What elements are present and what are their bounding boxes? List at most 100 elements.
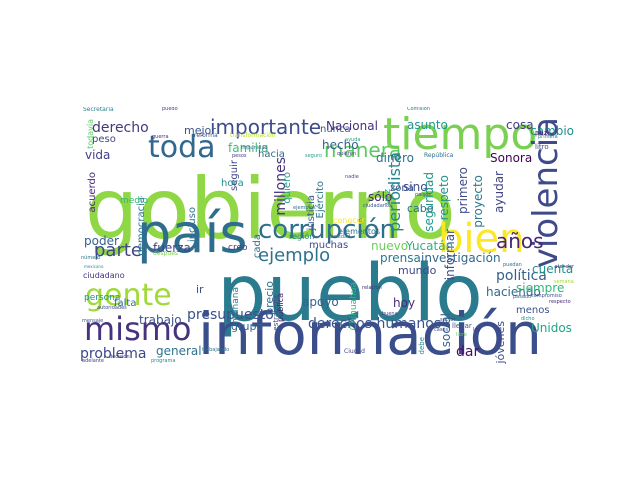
word-107: ley — [473, 327, 481, 333]
word-96: Comisión — [407, 107, 431, 112]
word-12: manera — [324, 138, 402, 162]
word-75: peso — [92, 134, 116, 145]
word-76: todavía — [86, 119, 95, 149]
word-128: primera — [538, 134, 558, 140]
word-46: informar — [443, 229, 457, 281]
word-109: respecto — [549, 299, 571, 305]
word-70: nunca — [320, 124, 351, 135]
word-131: dicho — [521, 316, 535, 322]
word-23: investigación — [421, 251, 501, 265]
word-118: mexicano — [84, 264, 104, 269]
word-15: años — [496, 229, 544, 253]
word-119: mensaje — [82, 318, 104, 324]
word-133: seguro — [305, 153, 323, 159]
word-82: mañana — [231, 287, 241, 324]
word-103: ayuda — [345, 137, 361, 143]
word-56: Yucatán — [406, 239, 454, 253]
word-74: acuerdo — [87, 172, 98, 213]
word-92: debe — [418, 337, 426, 355]
word-110: Ciudad — [344, 348, 365, 355]
word-84: grupo — [231, 320, 264, 333]
word-28: general — [156, 344, 202, 358]
word-101: litro — [535, 143, 549, 151]
word-54: mundo — [398, 264, 437, 277]
word-59: zona — [390, 183, 414, 194]
word-123: trabajando — [202, 347, 230, 353]
word-112: sociedad — [328, 234, 351, 240]
word-41: cosa — [506, 118, 534, 132]
word-9: gente — [85, 278, 172, 313]
word-97: reforma — [194, 132, 218, 139]
word-49: siempre — [516, 281, 565, 295]
word-14: parte — [94, 240, 142, 261]
word-17: problema — [80, 346, 147, 362]
word-42: cambio — [530, 124, 574, 138]
word-125: buena — [382, 311, 398, 317]
word-31: fuerza — [153, 241, 191, 255]
word-32: apoyo — [302, 295, 339, 309]
word-52: hoy — [393, 296, 416, 310]
word-16: derechos humanos — [308, 316, 442, 332]
word-5: bien — [438, 216, 525, 262]
word-136: ejemplos — [293, 205, 316, 211]
word-29: vida — [85, 148, 111, 162]
word-67: seguir — [229, 160, 240, 191]
word-68: creo — [228, 243, 248, 253]
word-77: incluso — [187, 207, 198, 243]
word-91: llegar — [452, 322, 472, 330]
word-63: justicia — [306, 195, 317, 231]
word-95: puedo — [162, 107, 178, 112]
word-44: proyecto — [471, 175, 485, 228]
word-102: paz — [535, 129, 548, 137]
word-7: corrupción — [258, 215, 397, 245]
word-117: número — [81, 255, 101, 261]
word-27: primero — [456, 167, 470, 214]
word-105: puedan — [503, 262, 522, 268]
word-79: ciudadano — [83, 271, 125, 280]
word-71: mejor — [184, 124, 216, 137]
word-37: dinero — [376, 151, 414, 165]
word-36: trabajo — [139, 313, 182, 327]
word-108: libre — [456, 332, 467, 338]
word-129: semana — [554, 279, 574, 285]
word-115: pesos — [232, 153, 247, 159]
word-33: dar — [456, 344, 480, 360]
word-80: persona — [84, 293, 121, 303]
word-99: guerra — [152, 134, 169, 140]
word-62: Ejército — [315, 181, 326, 219]
word-111: relación — [362, 285, 382, 291]
word-2: información — [198, 300, 542, 368]
word-30: poder — [84, 234, 119, 248]
word-78: cada — [252, 234, 263, 259]
word-45: ayudar — [492, 171, 506, 213]
word-106: casos — [434, 327, 449, 333]
word-134: quieren — [337, 151, 356, 157]
word-26: respeto — [437, 175, 451, 221]
word-4: tiempo — [383, 109, 538, 160]
word-cloud: pueblo gobierno información país tiempo bien v… — [80, 107, 574, 373]
word-90: Chihuahua — [349, 282, 359, 331]
word-113: nadie — [345, 174, 359, 180]
word-87: región — [289, 232, 315, 241]
word-64: quiero — [282, 172, 293, 204]
word-69: muchas — [309, 240, 349, 251]
word-48: cuenta — [532, 262, 574, 276]
word-88: conocer — [333, 216, 365, 225]
word-135: ciudadanos — [363, 203, 392, 209]
word-120: adelante — [82, 358, 104, 364]
word-65: hacia — [258, 149, 285, 160]
word-20: derecho — [92, 120, 149, 136]
word-93: estrategia — [272, 295, 280, 331]
word-73: medio — [120, 196, 149, 206]
word-66: hora — [221, 178, 244, 189]
word-81: falta — [114, 298, 137, 309]
word-60: sólo — [368, 190, 393, 204]
word-53: prensa — [380, 251, 421, 265]
word-35: Unidos — [531, 321, 572, 335]
word-104: sector — [440, 317, 456, 323]
word-100: República — [424, 152, 454, 159]
word-3: país — [137, 202, 248, 265]
word-50: menos — [516, 305, 550, 316]
word-98: transformación — [230, 132, 276, 139]
